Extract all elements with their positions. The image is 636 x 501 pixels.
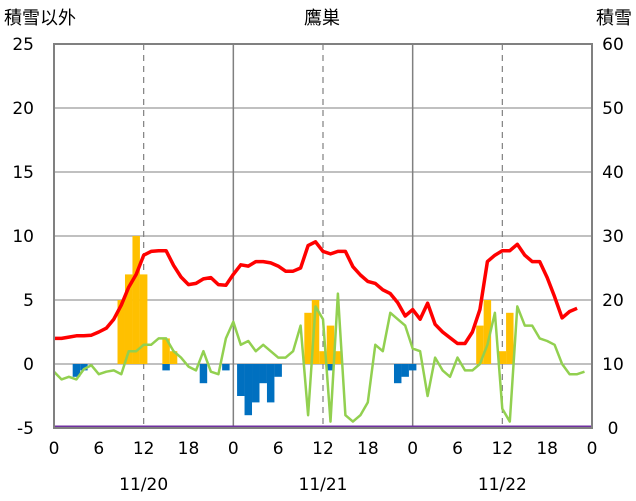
snowfall-bar <box>498 351 507 364</box>
plot-frame <box>53 43 593 429</box>
snowfall_decrease-bar <box>162 364 170 371</box>
snowfall-bar <box>117 300 125 364</box>
snowfall-bar <box>132 236 140 364</box>
left-tick-label: 0 <box>23 355 34 375</box>
x-tick-label: 6 <box>273 439 284 459</box>
date-label: 11/21 <box>299 475 348 495</box>
right-tick-label: 40 <box>602 163 624 183</box>
snowfall_decrease-bar <box>237 364 245 396</box>
snowfall_decrease-bar <box>72 364 81 377</box>
x-tick-label: 18 <box>536 439 558 459</box>
x-tick-label: 6 <box>93 439 104 459</box>
snowfall-bar <box>326 325 335 364</box>
x-tick-label: 12 <box>133 439 155 459</box>
snowfall_decrease-bar <box>244 364 253 416</box>
left-tick-label: 15 <box>12 163 34 183</box>
snowfall_decrease-bar <box>222 364 230 371</box>
x-tick-label: 6 <box>452 439 463 459</box>
snowfall-bar <box>476 325 484 364</box>
lines <box>53 240 585 423</box>
left-tick-label: 5 <box>23 291 34 311</box>
snowfall_decrease-bar <box>393 364 402 384</box>
snowfall-bar <box>304 312 312 364</box>
left-tick-label: 25 <box>12 35 34 55</box>
snow_depth-line <box>54 240 578 346</box>
x-tick-label: 0 <box>587 439 598 459</box>
snowfall_decrease-bar <box>408 364 417 371</box>
left-tick-label: -5 <box>17 419 34 439</box>
temperature-line <box>53 292 585 423</box>
date-label: 11/22 <box>478 475 527 495</box>
x-tick-label: 12 <box>312 439 334 459</box>
snowfall-bar <box>506 312 514 364</box>
snowfall-bar <box>311 300 320 364</box>
x-tick-label: 0 <box>407 439 418 459</box>
snowfall-bar <box>124 274 133 364</box>
right-tick-label: 20 <box>602 291 624 311</box>
left-tick-label: 20 <box>12 99 34 119</box>
snowfall-bar <box>162 338 170 364</box>
bars <box>54 236 592 429</box>
right-tick-label: 10 <box>602 355 624 375</box>
snowfall-bar <box>334 351 342 364</box>
chart-title: 鷹巣 <box>304 7 340 29</box>
snowfall_decrease-bar <box>326 364 335 371</box>
x-tick-label: 18 <box>357 439 379 459</box>
snowfall-bar <box>483 300 492 364</box>
snowfall_decrease-bar <box>259 364 267 384</box>
right-axis-label: 積雪 <box>596 8 632 29</box>
snowfall_decrease-bar <box>199 364 208 384</box>
right-tick-label: 50 <box>602 99 624 119</box>
snowfall_decrease-bar <box>80 364 88 371</box>
x-tick-label: 0 <box>228 439 239 459</box>
snowfall-bar <box>169 351 178 364</box>
x-tick-label: 12 <box>492 439 514 459</box>
snowfall_decrease-bar <box>266 364 275 403</box>
snowfall_decrease-bar <box>252 364 260 403</box>
right-tick-label: 30 <box>602 227 624 247</box>
right-tick-label: 60 <box>602 35 624 55</box>
left-axis-label: 積雪以外 <box>4 8 76 29</box>
snowfall-bar <box>139 274 148 364</box>
left-tick-label: 10 <box>12 227 34 247</box>
snowfall_decrease-bar <box>401 364 409 377</box>
snowfall-bar <box>319 351 327 364</box>
x-tick-label: 18 <box>178 439 200 459</box>
date-label: 11/20 <box>119 475 168 495</box>
right-tick-label: 0 <box>608 419 619 439</box>
x-tick-label: 0 <box>49 439 60 459</box>
snowfall_decrease-bar <box>274 364 282 377</box>
